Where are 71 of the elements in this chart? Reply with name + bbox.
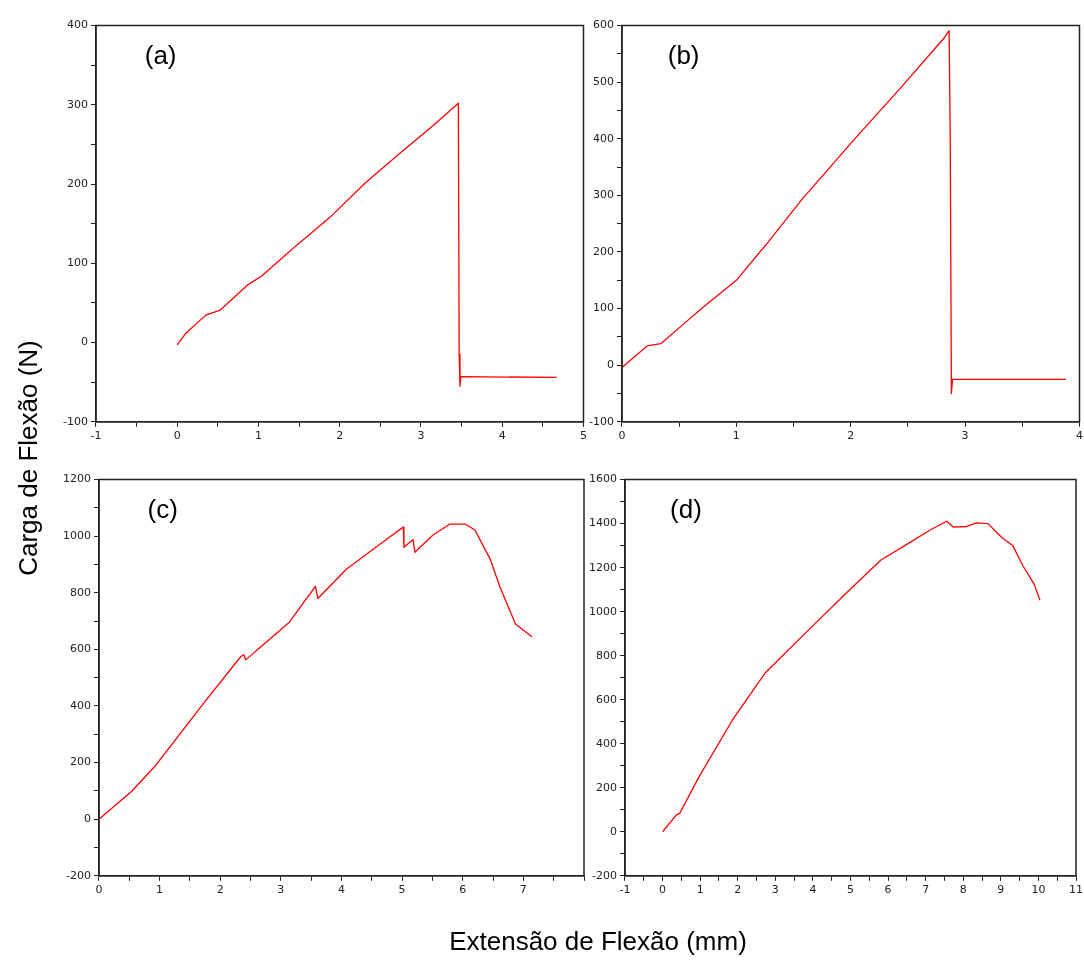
- y-tick-label: 1000: [588, 604, 617, 618]
- x-tick-label: 0: [618, 429, 626, 443]
- y-tick-label: 500: [592, 75, 614, 89]
- y-tick-label: 800: [595, 648, 617, 662]
- y-tick-label: 300: [66, 97, 88, 111]
- x-tick-label: 0: [95, 883, 103, 897]
- x-tick-label: 10: [1031, 883, 1046, 897]
- y-tick-label: -200: [592, 868, 617, 882]
- y-tick-label: 100: [66, 256, 88, 270]
- x-tick-label: 1: [696, 883, 704, 897]
- y-tick-label: 400: [69, 698, 91, 712]
- y-tick-label: -200: [66, 868, 91, 882]
- x-tick-label: 9: [997, 883, 1005, 897]
- y-tick-label: 400: [592, 131, 614, 145]
- y-tick-label: 100: [592, 301, 614, 315]
- x-tick-label: 3: [771, 883, 779, 897]
- y-tick-label: 1600: [588, 472, 617, 486]
- y-tick-label: -100: [589, 414, 614, 428]
- y-tick-label: 600: [595, 692, 617, 706]
- y-axis-title: Carga de Flexão (N): [12, 340, 44, 576]
- y-tick-label: 200: [66, 176, 88, 190]
- x-tick-label: 0: [173, 429, 181, 443]
- x-axis-title: Extensão de Flexão (mm): [449, 926, 747, 957]
- y-tick-label: 600: [592, 18, 614, 32]
- x-tick-label: 2: [734, 883, 742, 897]
- x-tick-label: 2: [847, 429, 855, 443]
- x-tick-label: 7: [519, 883, 527, 897]
- y-tick-label: 200: [595, 780, 617, 794]
- x-tick-label: 3: [961, 429, 969, 443]
- x-tick-label: 1: [156, 883, 164, 897]
- y-tick-label: 400: [595, 736, 617, 750]
- x-tick-label: 1: [732, 429, 740, 443]
- y-tick-label: 600: [69, 642, 91, 656]
- y-tick-label: 1200: [62, 472, 91, 486]
- x-tick-label: 0: [659, 883, 667, 897]
- x-tick-label: 8: [959, 883, 967, 897]
- x-tick-label: 1: [254, 429, 262, 443]
- x-tick-label: 5: [847, 883, 854, 897]
- x-tick-label: 4: [1076, 429, 1083, 443]
- x-tick-label: 4: [809, 883, 817, 897]
- y-tick-label: 0: [609, 824, 617, 838]
- annotation: (d): [670, 493, 702, 524]
- x-tick-label: 7: [922, 883, 930, 897]
- x-tick-label: 3: [277, 883, 285, 897]
- x-tick-label: 4: [498, 429, 506, 443]
- annotation: (c): [147, 493, 178, 524]
- y-tick-label: 200: [69, 755, 91, 769]
- y-tick-label: -100: [63, 414, 88, 428]
- x-tick-label: 5: [580, 429, 587, 443]
- x-tick-label: 2: [216, 883, 224, 897]
- x-tick-label: 5: [398, 883, 406, 897]
- y-tick-label: 1200: [588, 560, 617, 574]
- y-tick-label: 0: [80, 335, 88, 349]
- x-tick-label: 4: [338, 883, 345, 897]
- y-tick-label: 1400: [588, 516, 617, 530]
- y-tick-label: 200: [592, 244, 614, 258]
- y-tick-label: 300: [592, 188, 614, 202]
- x-tick-label: 2: [336, 429, 344, 443]
- annotation: (b): [667, 39, 700, 70]
- x-tick-label: 6: [884, 883, 892, 897]
- y-tick-label: 400: [66, 18, 88, 32]
- y-tick-label: 800: [69, 585, 91, 599]
- y-tick-label: 1000: [62, 529, 91, 543]
- x-tick-label: -1: [619, 883, 631, 897]
- x-tick-label: 3: [417, 429, 425, 443]
- x-tick-label: 11: [1069, 883, 1083, 897]
- y-tick-label: 0: [83, 812, 91, 826]
- y-tick-label: 0: [606, 358, 614, 372]
- x-tick-label: 6: [459, 883, 467, 897]
- x-tick-label: -1: [90, 429, 102, 443]
- annotation: (a): [144, 39, 177, 70]
